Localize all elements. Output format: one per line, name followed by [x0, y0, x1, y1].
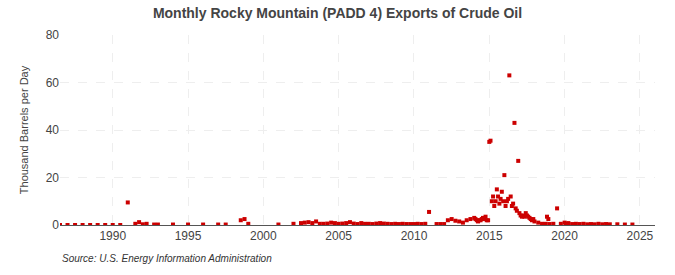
svg-text:2000: 2000	[250, 229, 277, 243]
svg-text:40: 40	[46, 123, 60, 137]
svg-text:60: 60	[46, 76, 60, 90]
svg-text:Source: U.S. Energy Informatio: Source: U.S. Energy Information Administ…	[62, 253, 272, 264]
svg-text:2010: 2010	[401, 229, 428, 243]
svg-text:0: 0	[52, 218, 59, 232]
svg-text:2025: 2025	[627, 229, 654, 243]
svg-text:20: 20	[46, 171, 60, 185]
svg-text:Monthly Rocky Mountain (PADD 4: Monthly Rocky Mountain (PADD 4) Exports …	[153, 5, 522, 21]
svg-text:2015: 2015	[476, 229, 503, 243]
svg-text:2020: 2020	[551, 229, 578, 243]
svg-text:80: 80	[46, 28, 60, 42]
svg-text:Thousand Barrels per Day: Thousand Barrels per Day	[18, 65, 30, 194]
svg-text:1995: 1995	[175, 229, 202, 243]
svg-text:1990: 1990	[99, 229, 126, 243]
svg-text:2005: 2005	[325, 229, 352, 243]
